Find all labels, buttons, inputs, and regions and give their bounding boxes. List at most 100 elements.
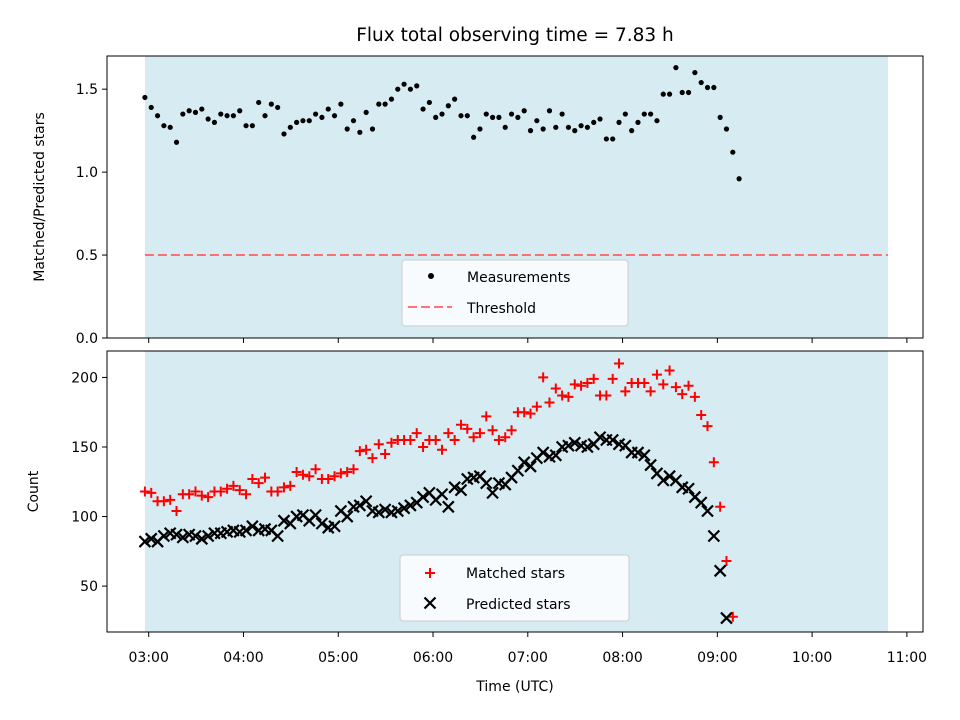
predicted-star-point bbox=[562, 439, 575, 452]
matched-star-point bbox=[493, 435, 504, 446]
matched-star-point bbox=[639, 377, 650, 388]
measurement-point bbox=[186, 108, 192, 114]
matched-star-point bbox=[519, 407, 530, 418]
measurement-point bbox=[230, 113, 237, 119]
measurement-point bbox=[622, 111, 628, 117]
measurement-point bbox=[704, 84, 711, 91]
measurement-point bbox=[730, 149, 736, 155]
predicted-star-point bbox=[524, 460, 537, 473]
predicted-star-point bbox=[656, 474, 670, 487]
matched-star-point bbox=[171, 505, 182, 516]
predicted-star-point bbox=[707, 529, 721, 543]
matched-star-point bbox=[683, 380, 694, 391]
predicted-star-point bbox=[372, 506, 386, 519]
measurement-point bbox=[565, 124, 572, 130]
measurement-point bbox=[199, 106, 205, 112]
measurement-point bbox=[584, 124, 591, 130]
matched-star-point bbox=[569, 379, 580, 390]
matched-star-point bbox=[304, 471, 315, 482]
ratio-panel: 0.0 0.5 1.0 1.5 Flux total observing time =… bbox=[32, 25, 924, 347]
measurement-point bbox=[331, 113, 338, 119]
measurement-point bbox=[319, 114, 325, 120]
matched-star-point bbox=[190, 486, 201, 497]
matched-star-point bbox=[449, 435, 460, 446]
measurement-point bbox=[666, 91, 673, 97]
measurement-point bbox=[218, 111, 224, 117]
measurement-point bbox=[414, 83, 420, 89]
measurement-point bbox=[458, 113, 464, 119]
matched-star-point bbox=[550, 383, 561, 394]
matched-star-point bbox=[614, 358, 625, 369]
ratio-y-axis-label: Matched/Predicted stars bbox=[32, 112, 48, 282]
predicted-star-point bbox=[378, 503, 392, 516]
count-legend: Matched stars Predicted stars bbox=[399, 554, 630, 622]
measurement-point bbox=[161, 123, 167, 129]
predicted-star-point bbox=[189, 529, 202, 543]
matched-star-point bbox=[367, 453, 378, 464]
predicted-star-point bbox=[176, 531, 190, 544]
measurement-point bbox=[502, 124, 508, 130]
measurement-point bbox=[237, 108, 243, 114]
time-x-tick-label: 07:00 bbox=[508, 650, 548, 666]
matched-star-point bbox=[165, 494, 176, 505]
matched-star-point bbox=[146, 487, 157, 498]
count-panel-frame bbox=[106, 350, 924, 633]
matched-star-point bbox=[272, 486, 283, 497]
predicted-star-point bbox=[606, 433, 619, 447]
count-y-tick-label: 150 bbox=[71, 440, 98, 456]
measurement-point bbox=[401, 81, 407, 87]
predicted-star-point bbox=[138, 535, 152, 548]
measurement-point bbox=[154, 113, 161, 119]
measurement-point bbox=[723, 126, 730, 132]
predicted-star-point bbox=[309, 508, 322, 522]
time-x-tick-label: 09:00 bbox=[697, 650, 737, 666]
legend-measurements-label: Measurements bbox=[467, 270, 570, 286]
matched-star-point bbox=[677, 389, 688, 400]
measurement-point bbox=[433, 114, 439, 120]
matched-star-point bbox=[342, 467, 353, 478]
ratio-x-ticks bbox=[148, 338, 908, 343]
measurement-point bbox=[148, 104, 154, 111]
predicted-star-point bbox=[157, 529, 171, 543]
matched-star-point bbox=[588, 373, 599, 384]
matched-star-point bbox=[335, 468, 346, 479]
measurement-point bbox=[711, 84, 717, 91]
measurement-point bbox=[546, 108, 553, 114]
matched-stars-points bbox=[139, 358, 738, 622]
time-x-tick-label: 05:00 bbox=[318, 650, 358, 666]
matched-star-point bbox=[437, 444, 448, 455]
matched-star-point bbox=[278, 482, 289, 493]
predicted-star-point bbox=[397, 501, 411, 515]
matched-star-point bbox=[260, 472, 271, 483]
ratio-panel-frame bbox=[106, 55, 924, 339]
measurement-point bbox=[275, 104, 281, 111]
measurement-point bbox=[363, 109, 369, 115]
measurement-point bbox=[521, 108, 527, 114]
measurement-point bbox=[692, 69, 698, 76]
legend-matched-marker-glyph bbox=[425, 568, 435, 578]
count-panel: 50 100 150 200 03:00 04:00 05:00 06:00 07:00 08:… bbox=[26, 350, 927, 695]
time-x-ticks: 03:00 04:00 05:00 06:00 07:00 08:00 09:00 10:00… bbox=[129, 632, 927, 666]
matched-star-point bbox=[620, 386, 631, 397]
predicted-star-point bbox=[644, 458, 657, 472]
predicted-star-point bbox=[328, 519, 341, 533]
predicted-star-point bbox=[568, 436, 582, 450]
predicted-star-point bbox=[549, 449, 563, 462]
predicted-star-point bbox=[631, 446, 645, 459]
count-legend-box bbox=[399, 554, 630, 622]
measurement-point bbox=[635, 119, 641, 125]
matched-star-point bbox=[380, 448, 391, 459]
measurement-point bbox=[262, 113, 268, 119]
matched-star-point bbox=[310, 464, 321, 475]
predicted-star-point bbox=[536, 446, 550, 459]
measurement-point bbox=[395, 86, 401, 92]
measurement-point bbox=[173, 139, 180, 145]
matched-star-point bbox=[196, 490, 207, 501]
measurement-point bbox=[369, 126, 376, 132]
predicted-star-point bbox=[391, 504, 405, 518]
count-y-axis-label: Count bbox=[26, 470, 42, 512]
measurement-point bbox=[603, 136, 609, 142]
time-x-axis-label: Time (UTC) bbox=[475, 679, 553, 695]
measurement-point bbox=[559, 111, 565, 117]
matched-star-point bbox=[354, 446, 365, 457]
